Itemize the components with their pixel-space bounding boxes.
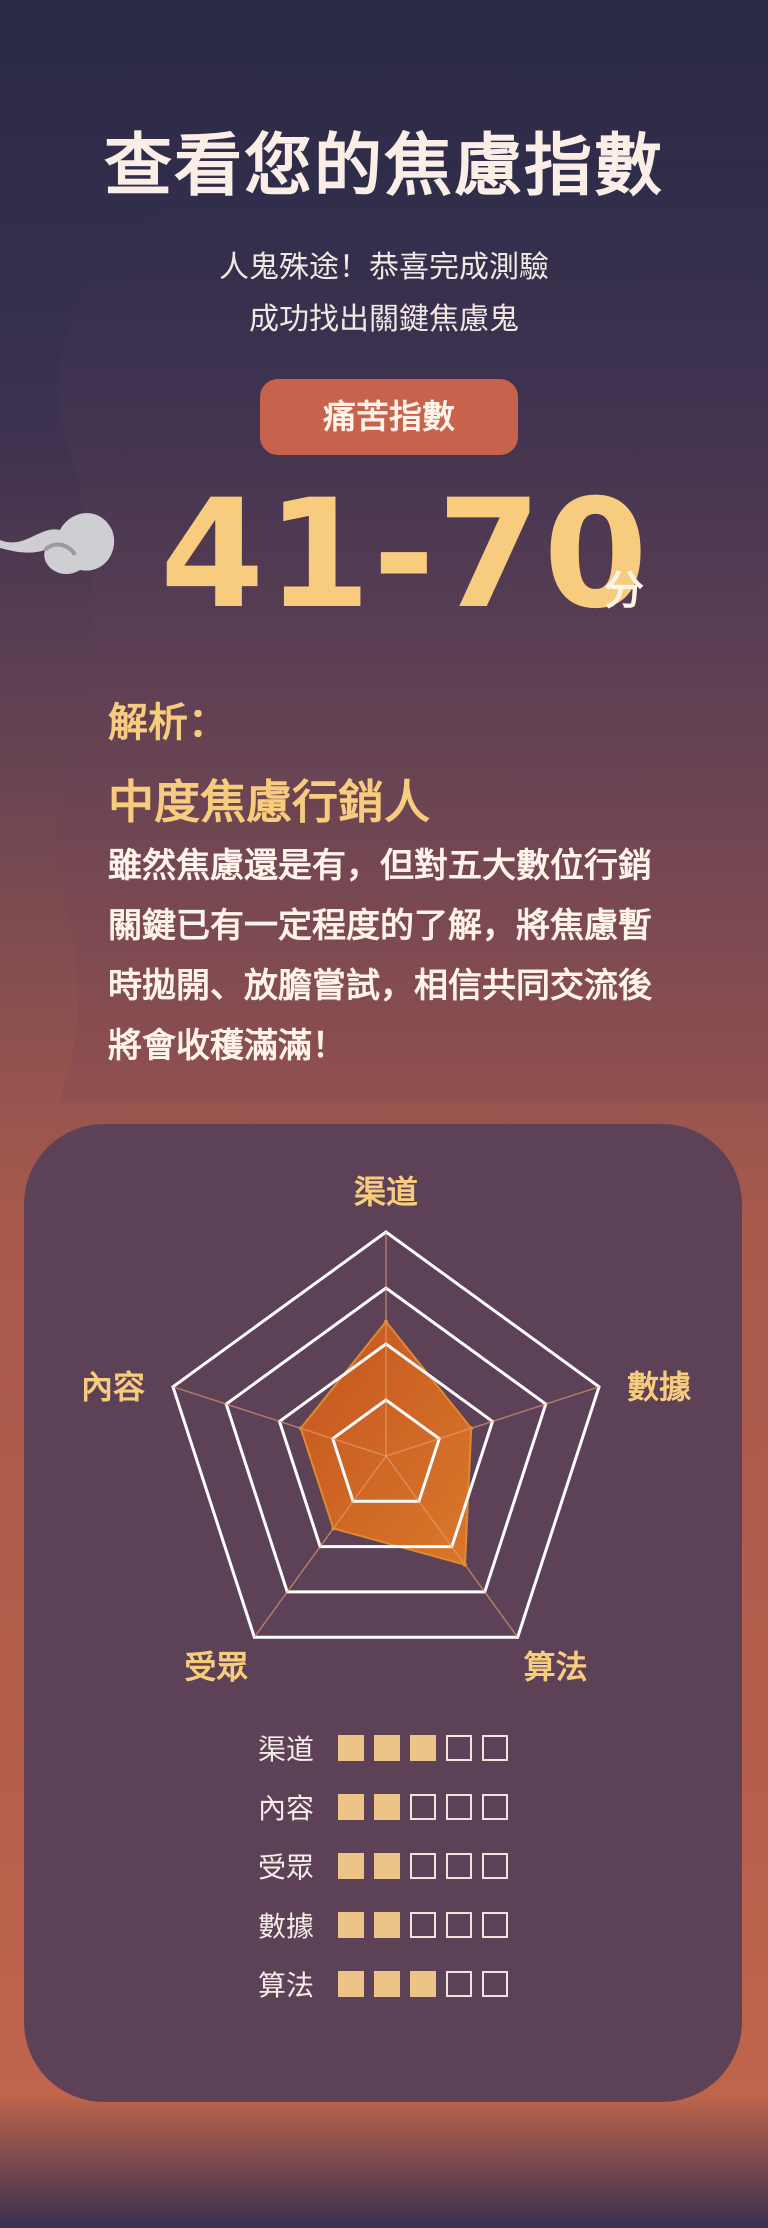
score-unit: 分 [604,568,644,614]
score-box-empty [446,1911,472,1938]
score-box-empty [446,1793,472,1820]
score-box-filled [338,1793,364,1820]
score-box-empty [482,1970,508,1997]
radar-data-point [469,1426,474,1431]
analysis-label: 解析： [108,700,228,746]
result-title: 中度焦慮行銷人 [108,775,430,829]
chart-card [24,1124,742,2102]
score-box-filled [410,1734,436,1761]
radar-spoke [385,1455,519,1638]
score-row: 受眾 [258,1836,518,1895]
score-box-empty [410,1911,436,1938]
page-title: 查看您的焦慮指數 [103,126,664,206]
score-table: 渠道內容受眾數據算法 [258,1718,518,2013]
score-box-empty [446,1734,472,1761]
score-box-filled [374,1734,400,1761]
score-box-filled [374,1793,400,1820]
score-row-label: 受眾 [258,1850,315,1884]
score-box-filled [374,1852,400,1879]
score-box-filled [338,1911,364,1938]
score-box-filled [338,1970,364,1997]
score-row: 渠道 [258,1718,518,1777]
score-row: 數據 [258,1895,518,1954]
subtitle: 人鬼殊途！恭喜完成測驗 成功找出關鍵焦慮鬼 [0,242,768,346]
radar-axis-label: 數據 [627,1368,692,1406]
score-box-filled [338,1852,364,1879]
pain-index-badge: 痛苦指數 [260,379,518,455]
score-box-empty [482,1852,508,1879]
score-box-empty [482,1734,508,1761]
score-box-empty [410,1793,436,1820]
score-box-empty [482,1911,508,1938]
score-box-filled [374,1911,400,1938]
score-row: 內容 [258,1777,518,1836]
radar-spoke [253,1455,387,1638]
radar-data-point [298,1426,303,1431]
radar-spoke [385,1386,600,1457]
score-box-filled [410,1970,436,1997]
radar-spoke [172,1386,387,1457]
radar-data-point [331,1526,336,1531]
radar-grid-ring [224,1286,548,1594]
radar-axis-label: 受眾 [184,1648,248,1686]
score-row-label: 內容 [258,1791,315,1825]
radar-axis-label: 渠道 [354,1173,418,1211]
score-box-filled [374,1970,400,1997]
score-row-label: 數據 [258,1909,315,1943]
radar-axis-label: 算法 [524,1648,588,1686]
score-row-label: 算法 [258,1968,315,2002]
radar-data-point [462,1562,467,1567]
score-row: 算法 [258,1954,518,2013]
score-box-empty [482,1793,508,1820]
score-box-filled [338,1734,364,1761]
score-box-empty [446,1970,472,1997]
radar-data-point [384,1319,388,1324]
radar-axis-label: 內容 [81,1368,145,1406]
smoke-decoration-icon [0,513,115,575]
score-range: 41-70 [160,468,650,642]
result-description: 雖然焦慮還是有，但對五大數位行銷關鍵已有一定程度的了解，將焦慮暫時拋開、放膽嘗試… [108,846,652,1066]
score-box-empty [446,1852,472,1879]
radar-grid-ring [171,1230,601,1639]
subtitle-line-2: 成功找出關鍵焦慮鬼 [249,302,519,337]
score-box-empty [410,1852,436,1879]
radar-grid-ring [330,1398,442,1503]
subtitle-line-1: 人鬼殊途！恭喜完成測驗 [219,250,549,285]
score-row-label: 渠道 [258,1732,315,1766]
radar-grid-ring [277,1342,495,1549]
